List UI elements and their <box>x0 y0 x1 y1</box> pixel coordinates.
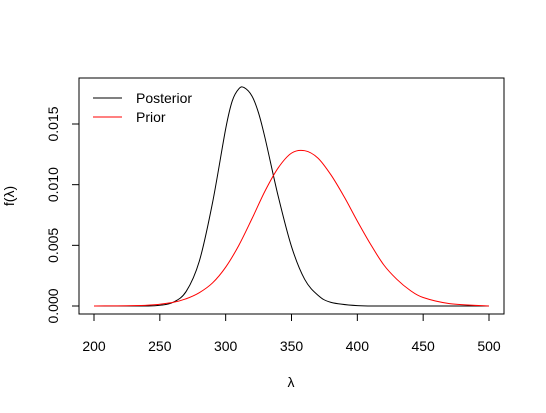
legend-label-prior: Prior <box>136 109 166 125</box>
y-tick-label: 0.005 <box>45 228 61 263</box>
legend-label-posterior: Posterior <box>136 90 192 106</box>
x-tick-label: 500 <box>477 338 501 354</box>
series-layer <box>93 86 490 307</box>
x-tick-label: 350 <box>280 338 304 354</box>
y-tick-label: 0.010 <box>45 167 61 202</box>
y-tick-label: 0.015 <box>45 106 61 141</box>
x-axis-title: λ <box>288 374 295 390</box>
x-tick-label: 450 <box>411 338 435 354</box>
x-tick-label: 300 <box>214 338 238 354</box>
legend: Posterior Prior <box>93 90 192 125</box>
x-tick-label: 250 <box>148 338 172 354</box>
x-tick-label: 400 <box>346 338 370 354</box>
y-axis-title: f(λ) <box>1 186 17 206</box>
x-axis: 200 250 300 350 400 450 500 <box>82 313 501 354</box>
y-tick-label: 0.000 <box>45 288 61 323</box>
x-tick-label: 200 <box>82 338 106 354</box>
y-axis: 0.000 0.005 0.010 0.015 <box>45 106 80 324</box>
series-line-prior <box>93 149 490 307</box>
